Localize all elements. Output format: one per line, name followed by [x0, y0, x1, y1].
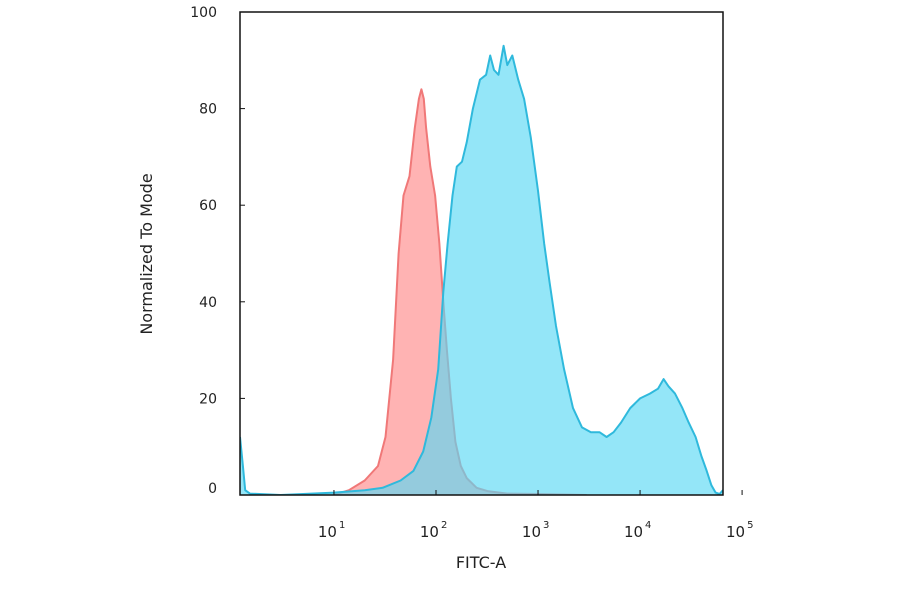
series-layer [240, 44, 723, 495]
series-2-line [240, 44, 723, 495]
series-1-area [334, 89, 587, 495]
x-tick-exponent: 5 [747, 520, 753, 531]
x-tick-exponent: 4 [645, 520, 651, 531]
x-tick-base: 10 [318, 523, 337, 541]
plot-frame [239, 11, 724, 496]
y-tick-label: 0 [208, 481, 217, 497]
x-tick-label: 10 1 [318, 520, 345, 541]
x-tick-label: 10 2 [420, 520, 447, 541]
y-tick-label: 20 [199, 391, 217, 407]
x-tick-label: 10 4 [624, 520, 651, 541]
x-tick-label: 10 5 [726, 520, 753, 541]
y-tick-label: 100 [190, 5, 217, 21]
y-tick-label: 40 [199, 295, 217, 311]
x-tick-base: 10 [726, 523, 745, 541]
x-tick-base: 10 [624, 523, 643, 541]
x-axis-ticks: 10 1 10 2 10 3 10 4 10 5 [318, 490, 753, 541]
x-tick-exponent: 2 [441, 520, 447, 531]
y-tick-label: 60 [199, 198, 217, 214]
x-axis-label: FITC-A [456, 553, 506, 572]
x-tick-label: 10 3 [522, 520, 549, 541]
x-tick-base: 10 [420, 523, 439, 541]
x-tick-exponent: 1 [339, 520, 345, 531]
y-axis-ticks: 0 20 40 60 80 100 [190, 5, 245, 497]
series-2-area [240, 45, 723, 495]
y-tick-label: 80 [199, 102, 217, 118]
y-axis-label: Normalized To Mode [137, 173, 156, 334]
x-tick-base: 10 [522, 523, 541, 541]
x-tick-exponent: 3 [543, 520, 549, 531]
